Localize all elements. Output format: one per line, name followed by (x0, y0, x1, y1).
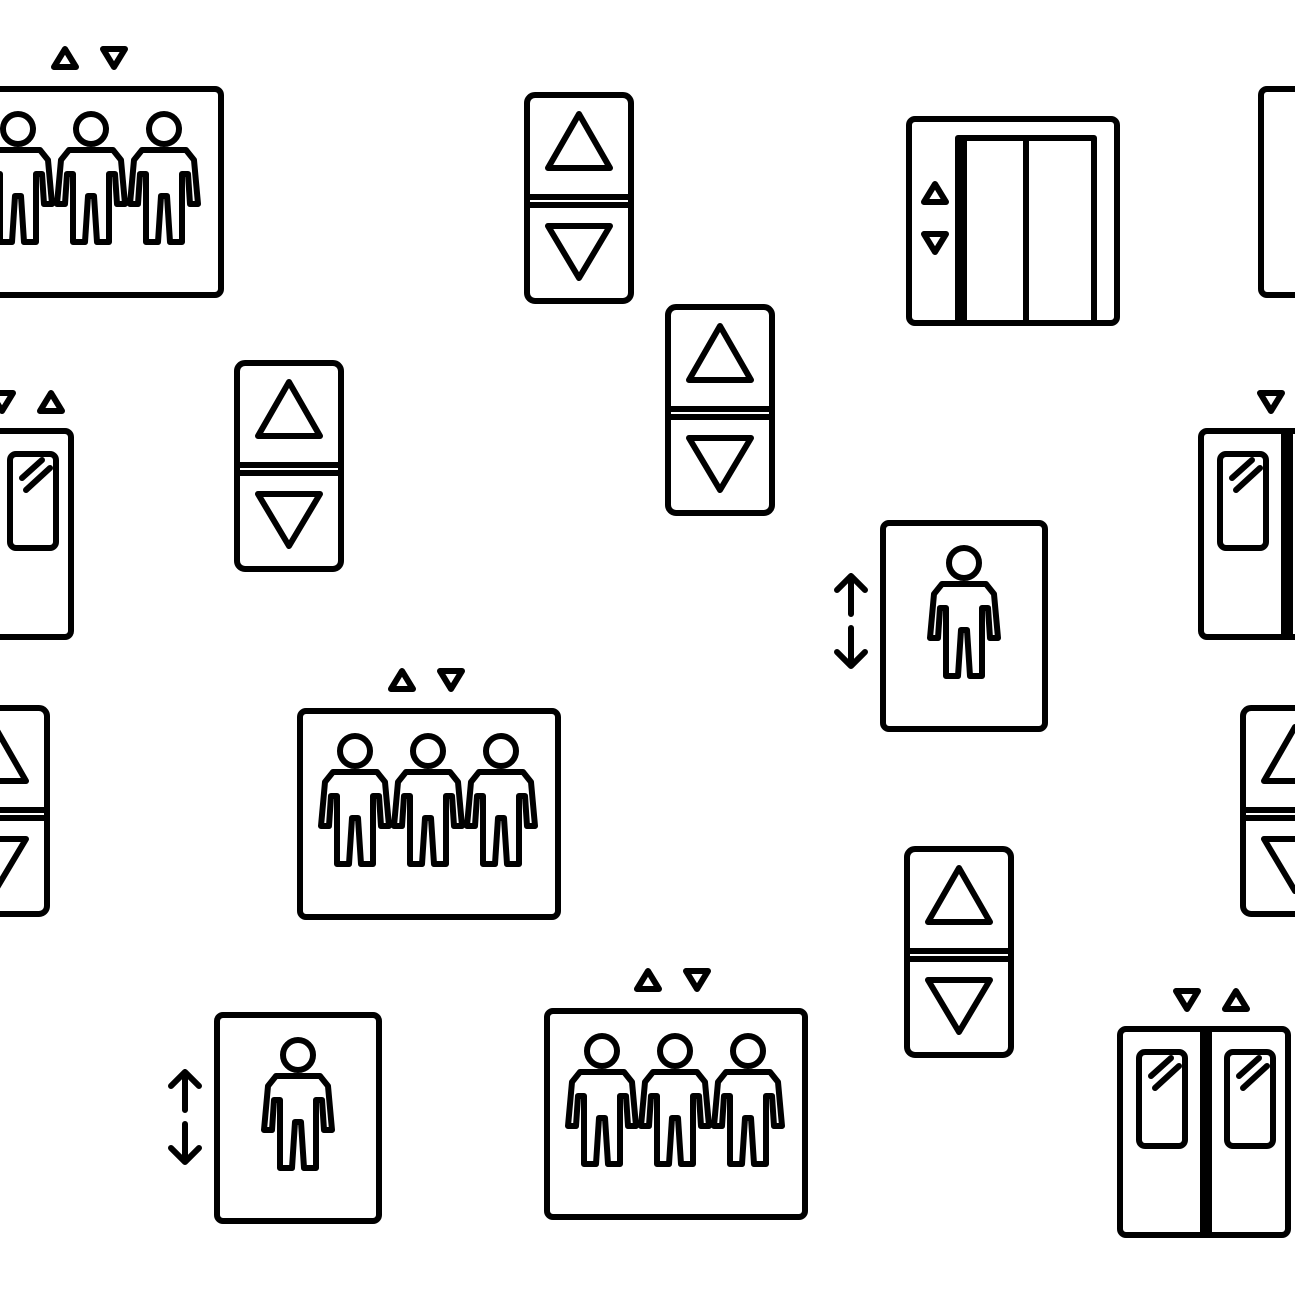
elevator-call-buttons-icon (1243, 708, 1295, 914)
elevator-one-person-icon (837, 523, 1045, 729)
elevator-call-buttons-icon (907, 849, 1011, 1055)
elevator-doors-icon (0, 393, 71, 637)
elevator-call-buttons-icon (527, 95, 631, 301)
elevator-one-person-icon (171, 1015, 379, 1221)
elevator-doors-icon (909, 119, 1117, 323)
elevator-call-buttons-icon (237, 363, 341, 569)
elevator-call-buttons-icon (0, 708, 47, 914)
elevator-call-buttons-icon (668, 307, 772, 513)
elevator-three-people-icon (0, 49, 221, 295)
elevator-three-people-icon (300, 671, 558, 917)
elevator-three-people-icon (547, 971, 805, 1217)
elevator-doors-icon (1120, 991, 1288, 1235)
elevator-doors-icon (1201, 393, 1295, 637)
elevator-one-person-icon (1261, 89, 1295, 295)
